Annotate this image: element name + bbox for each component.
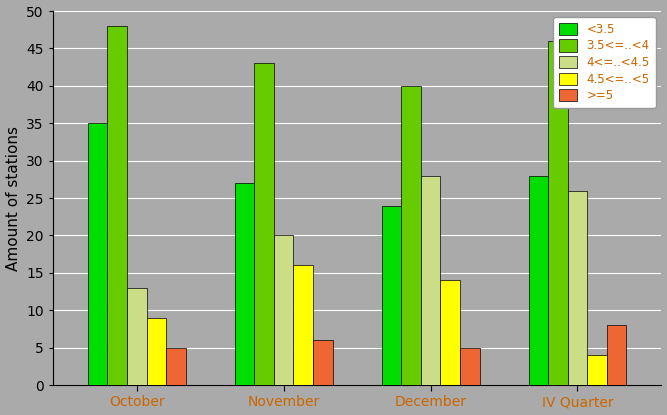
Bar: [88, 123, 107, 385]
Bar: [421, 176, 440, 385]
Bar: [274, 235, 293, 385]
Bar: [587, 355, 607, 385]
Bar: [382, 205, 401, 385]
Bar: [313, 340, 333, 385]
Bar: [568, 190, 587, 385]
Bar: [528, 176, 548, 385]
Bar: [460, 348, 480, 385]
Bar: [607, 325, 626, 385]
Bar: [147, 318, 166, 385]
Bar: [440, 280, 460, 385]
Legend: <3.5, 3.5<=..<4, 4<=..<4.5, 4.5<=..<5, >=5: <3.5, 3.5<=..<4, 4<=..<4.5, 4.5<=..<5, >…: [554, 17, 656, 108]
Bar: [293, 265, 313, 385]
Bar: [166, 348, 185, 385]
Bar: [401, 86, 421, 385]
Y-axis label: Amount of stations: Amount of stations: [5, 126, 21, 271]
Bar: [235, 183, 254, 385]
Bar: [107, 26, 127, 385]
Bar: [254, 63, 274, 385]
Bar: [548, 41, 568, 385]
Bar: [127, 288, 147, 385]
